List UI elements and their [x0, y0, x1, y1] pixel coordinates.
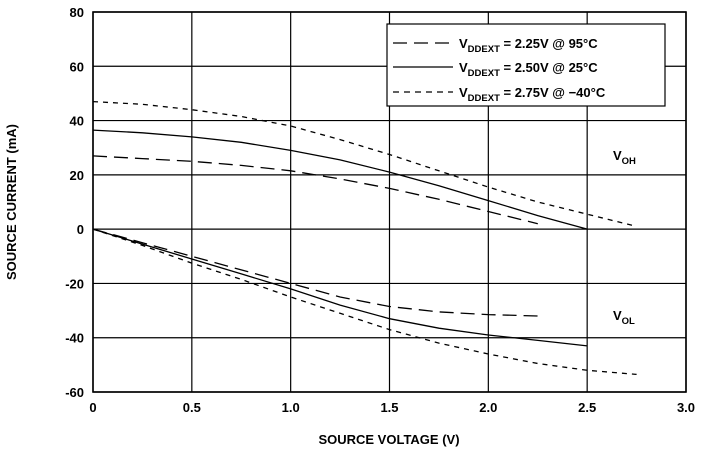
legend-entry-2.25v: VDDEXT = 2.25V @ 95°C: [459, 36, 598, 55]
x-axis-label: SOURCE VOLTAGE (V): [318, 432, 459, 447]
legend-box: [386, 23, 666, 107]
x-tick-label: 3.0: [677, 400, 695, 415]
series-lines: [92, 100, 637, 376]
y-tick-label: -60: [65, 385, 84, 400]
legend-entry-2.75v-sub: DDEXT: [468, 93, 500, 104]
x-tick-label: 0.5: [183, 400, 201, 415]
x-tick-label: 1.0: [282, 400, 300, 415]
voh-annotation: VOH: [613, 148, 636, 167]
y-tick-label: 0: [77, 222, 84, 237]
voh-sub: OH: [622, 156, 636, 167]
series-1-vol-line: [92, 228, 588, 347]
y-tick-labels: 80 60 40 20 0 -20 -40 -60: [65, 5, 84, 400]
legend-entry-2.25v-main: V: [459, 36, 468, 51]
series-0-voh-line: [92, 155, 538, 225]
legend-entry-2.50v-main: V: [459, 60, 468, 75]
x-tick-label: 1.5: [380, 400, 398, 415]
series-2-vol-line: [92, 228, 637, 376]
x-tick-labels: 0 0.5 1.0 1.5 2.0 2.5 3.0: [89, 400, 695, 415]
legend-entry-2.50v-rest: = 2.50V @ 25°C: [500, 60, 598, 75]
legend-entry-2.75v-main: V: [459, 85, 468, 100]
legend-entry-2.50v-sub: DDEXT: [468, 68, 500, 79]
x-tick-label: 2.0: [479, 400, 497, 415]
legend-entry-2.25v-rest: = 2.25V @ 95°C: [500, 36, 598, 51]
y-axis-label: SOURCE CURRENT (mA): [4, 124, 19, 280]
series-0-vol-line: [92, 228, 538, 317]
series-1-voh-line: [92, 129, 588, 230]
x-tick-label: 0: [89, 400, 96, 415]
legend-entry-2.75v: VDDEXT = 2.75V @ −40°C: [459, 85, 606, 104]
legend-entry-2.50v: VDDEXT = 2.50V @ 25°C: [459, 60, 598, 79]
y-tick-label: 80: [70, 5, 84, 20]
y-tick-label: 20: [70, 168, 84, 183]
y-tick-label: 40: [70, 114, 84, 129]
y-tick-label: 60: [70, 59, 84, 74]
x-tick-label: 2.5: [578, 400, 596, 415]
series-2-voh-line: [92, 100, 637, 228]
y-tick-label: -20: [65, 276, 84, 291]
legend: VDDEXT = 2.25V @ 95°C VDDEXT = 2.50V @ 2…: [386, 23, 666, 107]
voh-main: V: [613, 148, 622, 163]
legend-entry-2.75v-rest: = 2.75V @ −40°C: [500, 85, 606, 100]
y-tick-label: -40: [65, 331, 84, 346]
vol-annotation: VOL: [613, 308, 635, 327]
vol-main: V: [613, 308, 622, 323]
legend-entry-2.25v-sub: DDEXT: [468, 44, 500, 55]
vol-sub: OL: [622, 316, 635, 327]
